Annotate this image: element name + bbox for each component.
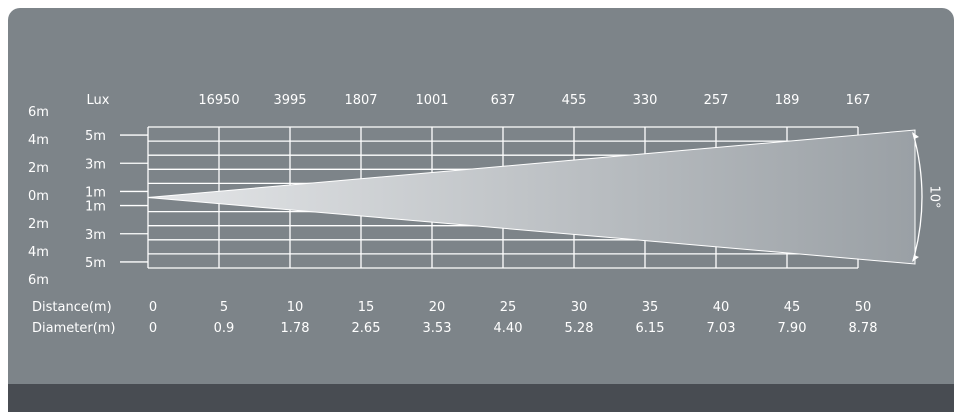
beam-angle-label: 10° [927,185,942,208]
distance-value: 30 [571,300,588,315]
distance-value: 15 [358,300,375,315]
outer-scale-label: 4m [28,133,49,148]
inner-scale-label: 5m [85,129,106,144]
distance-value: 25 [500,300,517,315]
outer-scale-label: 0m [28,189,49,204]
lux-value: 1807 [344,93,377,108]
diameter-value: 7.90 [778,321,807,336]
distance-value: 20 [429,300,446,315]
distance-value: 5 [220,300,228,315]
diameter-value: 1.78 [281,321,310,336]
diameter-value: 0.9 [214,321,235,336]
outer-scale-label: 6m [28,105,49,120]
distance-value: 35 [642,300,659,315]
distance-value: 0 [149,300,157,315]
diameter-value: 3.53 [423,321,452,336]
inner-scale-label: 3m [85,157,106,172]
beam-cone [147,129,916,265]
lux-value: 167 [846,93,871,108]
inner-scale-label: 5m [85,256,106,271]
lux-value: 16950 [198,93,239,108]
lux-label: Lux [87,93,110,108]
lux-value: 257 [704,93,729,108]
diameter-value: 5.28 [565,321,594,336]
diameter-value: 2.65 [352,321,381,336]
diameter-label: Diameter(m) [32,321,116,336]
outer-scale-label: 2m [28,161,49,176]
beam-angle-indicator: 10° [912,132,942,262]
beam-angle-arrow-top [912,132,919,139]
diameter-value: 0 [149,321,157,336]
distance-label: Distance(m) [32,300,112,315]
diameter-value: 6.15 [636,321,665,336]
distance-value: 45 [784,300,801,315]
footer-bar [8,384,954,412]
distance-value: 10 [287,300,304,315]
distance-value: 40 [713,300,730,315]
beam-angle-arc [912,132,923,262]
inner-scale-label: 3m [85,228,106,243]
inner-scale-label: 1m [85,200,106,215]
diameter-value: 4.40 [494,321,523,336]
lux-value: 1001 [415,93,448,108]
inner-scale-label: 1m [85,185,106,200]
outer-scale-label: 4m [28,245,49,260]
distance-value: 50 [855,300,872,315]
beam-angle-arrow-bottom [912,255,919,262]
outer-scale-label: 2m [28,217,49,232]
lux-value: 189 [775,93,800,108]
lux-value: 637 [491,93,516,108]
lux-value: 330 [633,93,658,108]
diameter-value: 8.78 [849,321,878,336]
diameter-value: 7.03 [707,321,736,336]
lux-value: 3995 [273,93,306,108]
lux-value: 455 [562,93,587,108]
beam-chart-panel: 5m 3m 1m 1m 3m 5m 6m 4m 2m 0m 2m 4m 6m Lux 16950 3995 18… [8,8,954,412]
outer-scale-label: 6m [28,273,49,288]
